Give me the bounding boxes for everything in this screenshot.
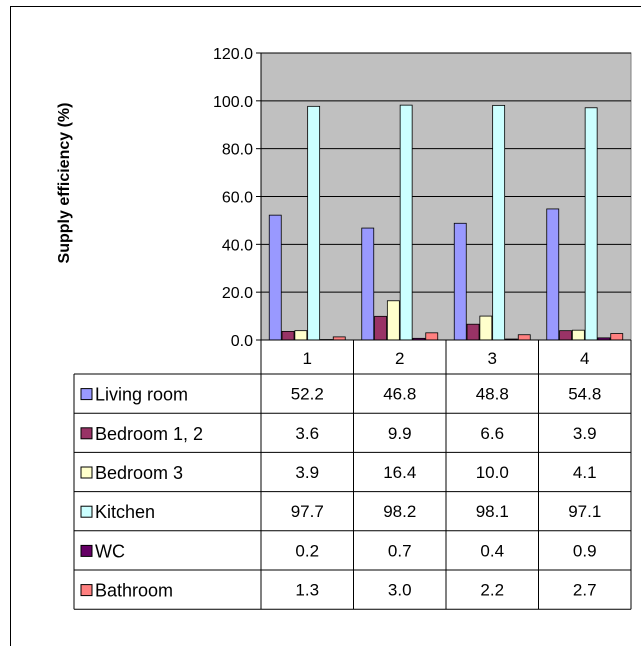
x-category-label: 2 [395,349,404,368]
bar [281,330,295,341]
table-value-cell: 6.6 [480,424,504,443]
table-value-cell: 0.4 [480,541,504,560]
legend-series-name: Bedroom 1, 2 [95,424,203,444]
y-tick-label: 80.0 [222,142,253,159]
table-value-cell: 54.8 [568,385,601,404]
table-value-cell: 3.9 [573,424,597,443]
bar [479,315,493,341]
bar [268,214,282,341]
x-category-label: 3 [488,349,497,368]
bar [361,227,375,341]
bar [610,333,624,341]
table-value-cell: 9.9 [388,424,412,443]
legend-swatch [80,388,93,401]
bar [386,300,400,341]
bar [294,330,308,341]
bar [492,104,506,341]
table-value-cell: 2.2 [480,581,504,600]
bar [453,222,467,341]
bar [425,332,439,341]
y-tick-label: 0.0 [231,333,253,350]
bar [374,315,387,341]
y-tick-label: 60.0 [222,190,253,207]
table-value-cell: 98.2 [383,502,416,521]
bar [584,107,598,341]
table-value-cell: 97.7 [291,502,324,521]
y-axis-label: Supply efficiency (%) [56,103,73,264]
table-value-cell: 0.7 [388,541,412,560]
table-value-cell: 52.2 [291,385,324,404]
legend-swatch [80,505,93,518]
table-value-cell: 0.9 [573,541,597,560]
bar [571,329,585,341]
bar [399,104,413,341]
table-value-cell: 1.3 [295,581,319,600]
table-value-cell: 3.0 [388,581,412,600]
table-value-cell: 97.1 [568,502,601,521]
data-table: 1 2 3 4 Living room 52.2 46.8 48.8 54.8 Bedroom 1… [73,339,632,610]
table-value-cell: 3.9 [295,463,319,482]
bar [307,105,321,341]
bar [466,323,480,341]
bar [546,208,560,341]
legend-swatch [80,466,93,479]
legend-swatch [80,584,93,597]
bar [517,334,531,341]
table-value-cell: 46.8 [383,385,416,404]
legend-series-name: Bathroom [95,581,173,601]
legend-swatch [80,544,93,557]
table-value-cell: 16.4 [383,463,416,482]
y-tick-label: 120.0 [213,46,253,63]
gridlines [261,52,631,293]
legend-series-name: WC [95,541,125,561]
table-value-cell: 2.7 [573,581,597,600]
bar [559,330,572,341]
legend-series-name: Living room [95,385,188,405]
y-tick-label: 40.0 [222,237,253,254]
x-category-label: 4 [580,349,589,368]
table-value-cell: 10.0 [476,463,509,482]
legend-series-name: Kitchen [95,502,155,522]
table-value-cell: 48.8 [476,385,509,404]
chart-frame [10,6,641,646]
legend-series-name: Bedroom 3 [95,463,183,483]
legend-swatch [80,427,93,440]
y-tick-label: 20.0 [222,285,253,302]
x-category-label: 1 [303,349,312,368]
y-tick-label: 100.0 [213,94,253,111]
table-value-cell: 0.2 [295,541,319,560]
y-axis: 0.0 20.0 40.0 60.0 80.0 100.0 120.0 [213,46,262,350]
table-value-cell: 3.6 [295,424,319,443]
table-value-cell: 98.1 [476,502,509,521]
table-value-cell: 4.1 [573,463,597,482]
supply-efficiency-chart: 0.0 20.0 40.0 60.0 80.0 100.0 120.0 1 2 3 4 Living… [56,46,632,610]
